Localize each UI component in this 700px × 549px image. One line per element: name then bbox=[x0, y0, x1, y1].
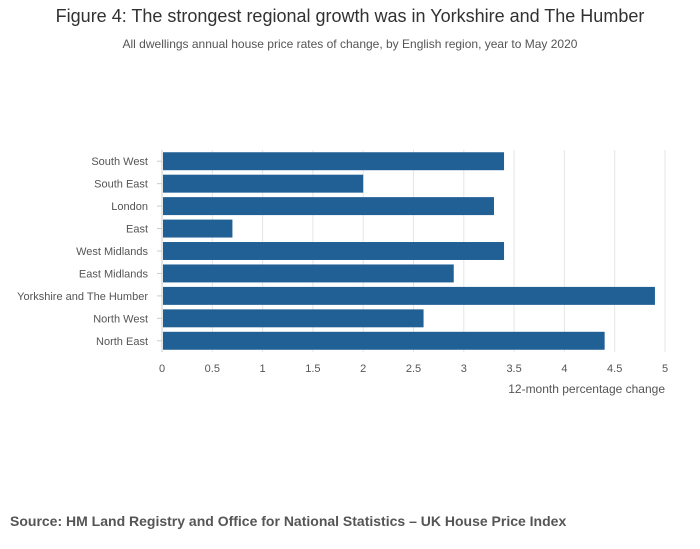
category-label: London bbox=[111, 201, 148, 213]
bar bbox=[163, 264, 454, 283]
bar bbox=[163, 331, 605, 350]
x-tick-label: 3.5 bbox=[506, 363, 521, 375]
x-tick-label: 0 bbox=[159, 363, 165, 375]
x-tick-label: 0.5 bbox=[205, 363, 220, 375]
x-tick-label: 2 bbox=[360, 363, 366, 375]
category-label: East bbox=[126, 224, 148, 236]
x-tick-label: 1 bbox=[260, 363, 266, 375]
chart-subtitle: All dwellings annual house price rates o… bbox=[122, 37, 578, 51]
bar bbox=[163, 309, 424, 328]
x-axis-label: 12-month percentage change bbox=[508, 382, 665, 396]
x-tick-label: 4 bbox=[561, 363, 567, 375]
bar bbox=[163, 286, 655, 305]
category-labels: South West South East London East West Midla… bbox=[17, 156, 162, 348]
chart-title: Figure 4: The strongest regional growth … bbox=[55, 6, 645, 26]
bar bbox=[163, 242, 505, 260]
category-label: Yorkshire and The Humber bbox=[17, 291, 148, 303]
x-tick-labels: 0 0.5 1 1.5 2 2.5 3 3.5 4 4.5 5 bbox=[159, 363, 668, 375]
bar bbox=[163, 197, 494, 216]
x-tick-label: 4.5 bbox=[607, 363, 622, 375]
x-tick-label: 1.5 bbox=[305, 363, 320, 375]
bar bbox=[163, 219, 233, 238]
category-label: East Midlands bbox=[79, 268, 149, 280]
bar bbox=[163, 152, 505, 171]
category-label: South East bbox=[94, 179, 148, 191]
x-tick-label: 5 bbox=[662, 363, 668, 375]
x-tick-label: 3 bbox=[461, 363, 467, 375]
category-label: North East bbox=[96, 336, 148, 348]
category-label: North West bbox=[93, 313, 148, 325]
x-tick-label: 2.5 bbox=[406, 363, 421, 375]
source-note: Source: HM Land Registry and Office for … bbox=[10, 513, 567, 529]
bar bbox=[163, 174, 364, 193]
bars bbox=[163, 152, 655, 350]
category-label: South West bbox=[91, 156, 148, 168]
category-label: West Midlands bbox=[76, 246, 148, 258]
